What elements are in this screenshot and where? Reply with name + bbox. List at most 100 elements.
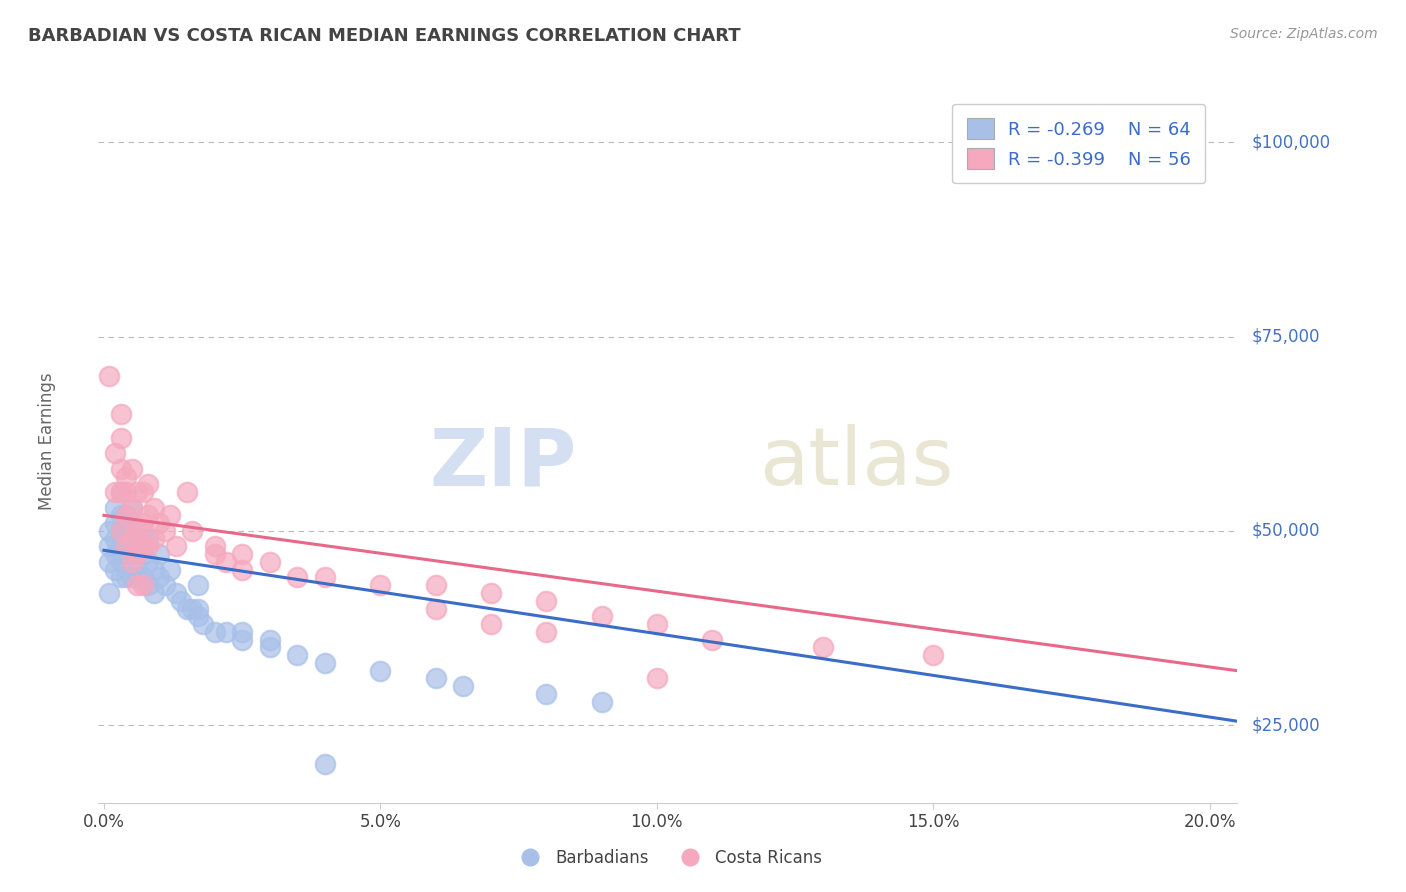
Point [121,540,143,554]
Point [204,547,226,561]
Point [110,524,132,538]
Point [104,446,127,460]
Text: $50,000: $50,000 [1251,522,1320,540]
Point [231,563,253,577]
Point [110,547,132,561]
Point [98,586,121,600]
Text: Median Earnings: Median Earnings [38,373,56,510]
Point [110,524,132,538]
Point [136,578,159,592]
Point [110,431,132,445]
Point [214,624,236,639]
Point [193,617,215,632]
Point [534,687,557,701]
Point [136,555,159,569]
Point [425,672,447,686]
Point [127,524,149,538]
Point [131,578,153,592]
Point [142,563,165,577]
Point [159,508,181,523]
Point [314,756,336,771]
Point [110,570,132,584]
Point [287,648,309,663]
Point [127,532,149,546]
Point [159,563,181,577]
Point [187,578,209,592]
Point [110,485,132,500]
Point [104,485,127,500]
Point [121,500,143,515]
Point [110,508,132,523]
Point [259,555,281,569]
Point [127,540,149,554]
Point [142,586,165,600]
Point [115,570,138,584]
Point [165,540,187,554]
Point [231,547,253,561]
Point [115,540,138,554]
Point [110,555,132,569]
Point [98,555,121,569]
Point [479,586,502,600]
Point [187,609,209,624]
Point [811,640,834,655]
Point [314,570,336,584]
Point [121,555,143,569]
Point [136,540,159,554]
Point [204,540,226,554]
Point [204,624,226,639]
Point [115,508,138,523]
Text: $75,000: $75,000 [1251,327,1320,346]
Point [115,469,138,483]
Point [115,524,138,538]
Text: BARBADIAN VS COSTA RICAN MEDIAN EARNINGS CORRELATION CHART: BARBADIAN VS COSTA RICAN MEDIAN EARNINGS… [28,27,741,45]
Point [287,570,309,584]
Point [231,632,253,647]
Point [479,617,502,632]
Point [131,540,153,554]
Point [700,632,723,647]
Point [453,679,475,693]
Point [104,500,127,515]
Point [115,540,138,554]
Point [115,547,138,561]
Point [127,570,149,584]
Point [110,540,132,554]
Point [153,524,176,538]
Point [131,516,153,530]
Point [187,601,209,615]
Point [181,524,204,538]
Point [231,624,253,639]
Point [104,516,127,530]
Text: atlas: atlas [759,425,953,502]
Point [98,540,121,554]
Point [534,624,557,639]
Legend: Barbadians, Costa Ricans: Barbadians, Costa Ricans [506,843,830,874]
Point [121,500,143,515]
Point [370,578,392,592]
Point [131,524,153,538]
Text: $100,000: $100,000 [1251,134,1330,152]
Point [370,664,392,678]
Point [142,500,165,515]
Point [591,609,613,624]
Point [645,672,668,686]
Point [425,601,447,615]
Point [259,640,281,655]
Point [181,601,204,615]
Point [121,532,143,546]
Text: $25,000: $25,000 [1251,716,1320,734]
Point [127,578,149,592]
Point [136,532,159,546]
Point [121,570,143,584]
Point [148,570,170,584]
Point [115,485,138,500]
Point [148,547,170,561]
Point [136,477,159,491]
Point [127,485,149,500]
Text: ZIP: ZIP [429,425,576,502]
Point [259,632,281,647]
Point [104,532,127,546]
Point [425,578,447,592]
Point [142,532,165,546]
